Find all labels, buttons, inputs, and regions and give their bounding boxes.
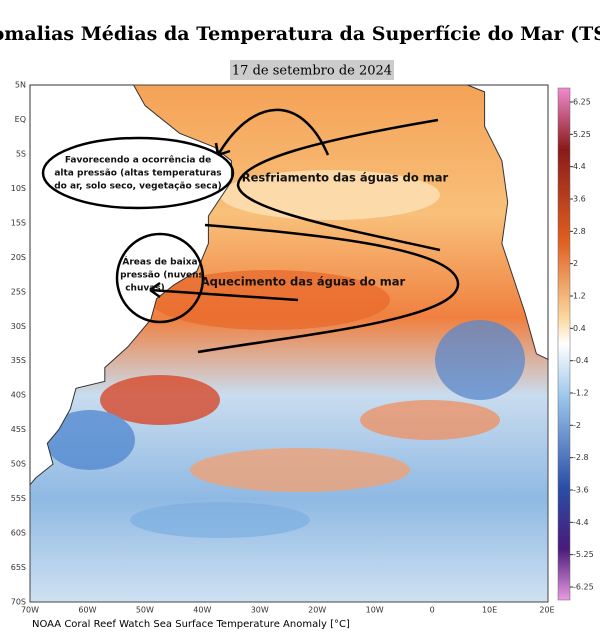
date-box [230, 60, 394, 80]
lat-label: 70S [11, 598, 26, 607]
colorbar-label: 2.8 [573, 227, 586, 236]
colorbar-label: 2 [573, 259, 578, 268]
title: Anomalias Médias da Temperatura da Super… [0, 23, 600, 45]
annotation-warming: Aquecimento das águas do mar [201, 275, 406, 289]
lon-label: 60W [78, 606, 96, 615]
colorbar-label: 5.25 [573, 130, 591, 139]
annotation-low-pressure: pressão (nuvens [120, 271, 204, 281]
lon-label: 20W [308, 606, 326, 615]
lat-label: 5N [15, 81, 26, 90]
lon-label: 40W [193, 606, 211, 615]
lat-label: 40S [11, 391, 26, 400]
lat-label: 60S [11, 529, 26, 538]
annotation-arrows [41, 108, 460, 354]
annotation-low-pressure: chuvas) [125, 284, 165, 294]
lat-label: 5S [16, 149, 26, 158]
colorbar-label: -1.2 [573, 389, 589, 398]
lat-label: 65S [11, 563, 26, 572]
lat-label: EQ [15, 115, 26, 124]
colorbar-label: 4.4 [573, 162, 586, 171]
lat-label: 30S [11, 322, 26, 331]
africa [467, 84, 549, 361]
colorbar-label: -4.4 [573, 518, 589, 527]
colorbar-label: -5.25 [573, 550, 594, 559]
colorbar-label: -3.6 [573, 486, 589, 495]
colorbar-label: -2.8 [573, 453, 589, 462]
annotation-high-pressure: Favorecendo a ocorrência de [65, 155, 211, 166]
lon-label: 10W [366, 606, 384, 615]
lat-label: 55S [11, 494, 26, 503]
annotation-low-pressure: Áreas de baixa [122, 256, 197, 268]
colorbar-label: 6.25 [573, 98, 591, 107]
colorbar [557, 87, 571, 601]
lat-label: 45S [11, 425, 26, 434]
colorbar-label: 3.6 [573, 195, 586, 204]
date: 17 de setembro de 2024 [232, 64, 392, 79]
annotation-high-pressure: alta pressão (altas temperaturas [54, 169, 221, 179]
lat-label: 25S [11, 287, 26, 296]
footer: NOAA Coral Reef Watch Sea Surface Temper… [32, 619, 350, 630]
annotation-high-pressure: do ar, solo seco, vegetação seca) [54, 182, 222, 192]
lon-label: 50W [136, 606, 154, 615]
lon-label: 20E [539, 606, 554, 615]
lat-label: 35S [11, 356, 26, 365]
lat-label: 15S [11, 218, 26, 227]
lat-label: 10S [11, 184, 26, 193]
colorbar-label: -6.25 [573, 583, 594, 592]
colorbar-label: 0.4 [573, 324, 586, 333]
lon-label: 0 [430, 606, 435, 615]
colorbar-label: -2 [573, 421, 581, 430]
annotation-cooling: Resfriamento das águas do mar [242, 171, 449, 185]
lon-label: 10E [482, 606, 497, 615]
colorbar-label: 1.2 [573, 292, 586, 301]
lon-label: 30W [251, 606, 269, 615]
anomaly-texture [45, 170, 525, 538]
colorbar-label: -0.4 [573, 356, 589, 365]
lon-label: 70W [21, 606, 39, 615]
lat-label: 50S [11, 460, 26, 469]
lat-label: 20S [11, 253, 26, 262]
south-america [29, 84, 232, 487]
